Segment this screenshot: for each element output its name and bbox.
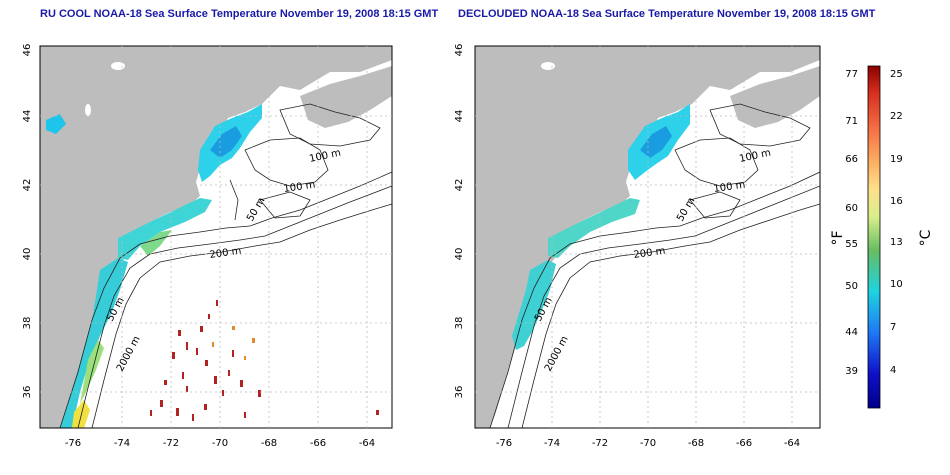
left-map-frame (39, 45, 393, 429)
lake (541, 62, 555, 70)
bathymetry-contours (59, 103, 392, 428)
right-panel-title: DECLOUDED NOAA-18 Sea Surface Temperatur… (458, 8, 876, 20)
sst-cape-hatteras (72, 400, 90, 428)
sst-gulf-stream-speckles (150, 300, 379, 421)
sst-maine-deep (210, 126, 242, 158)
colorbar (867, 65, 881, 409)
nova-scotia (300, 66, 392, 128)
sst-coastal (60, 258, 128, 428)
sst-maine-deep (640, 126, 672, 158)
right-grid (475, 46, 820, 428)
sst-coastal (512, 260, 556, 350)
lake (111, 62, 125, 70)
right-bathymetry-contours (489, 103, 820, 428)
lake (85, 104, 91, 116)
left-grid (40, 46, 392, 428)
land-mass (40, 46, 392, 428)
nova-scotia (730, 66, 820, 128)
left-panel-title: RU COOL NOAA-18 Sea Surface Temperature … (40, 8, 439, 20)
land-mass (475, 46, 820, 428)
sst-lake-erie (46, 114, 66, 134)
sst-shelf (118, 198, 212, 260)
sst-orange-speckles (212, 326, 255, 360)
right-map-frame (474, 45, 821, 429)
sst-shelf-green (140, 230, 172, 256)
sst-shelf (548, 198, 640, 258)
